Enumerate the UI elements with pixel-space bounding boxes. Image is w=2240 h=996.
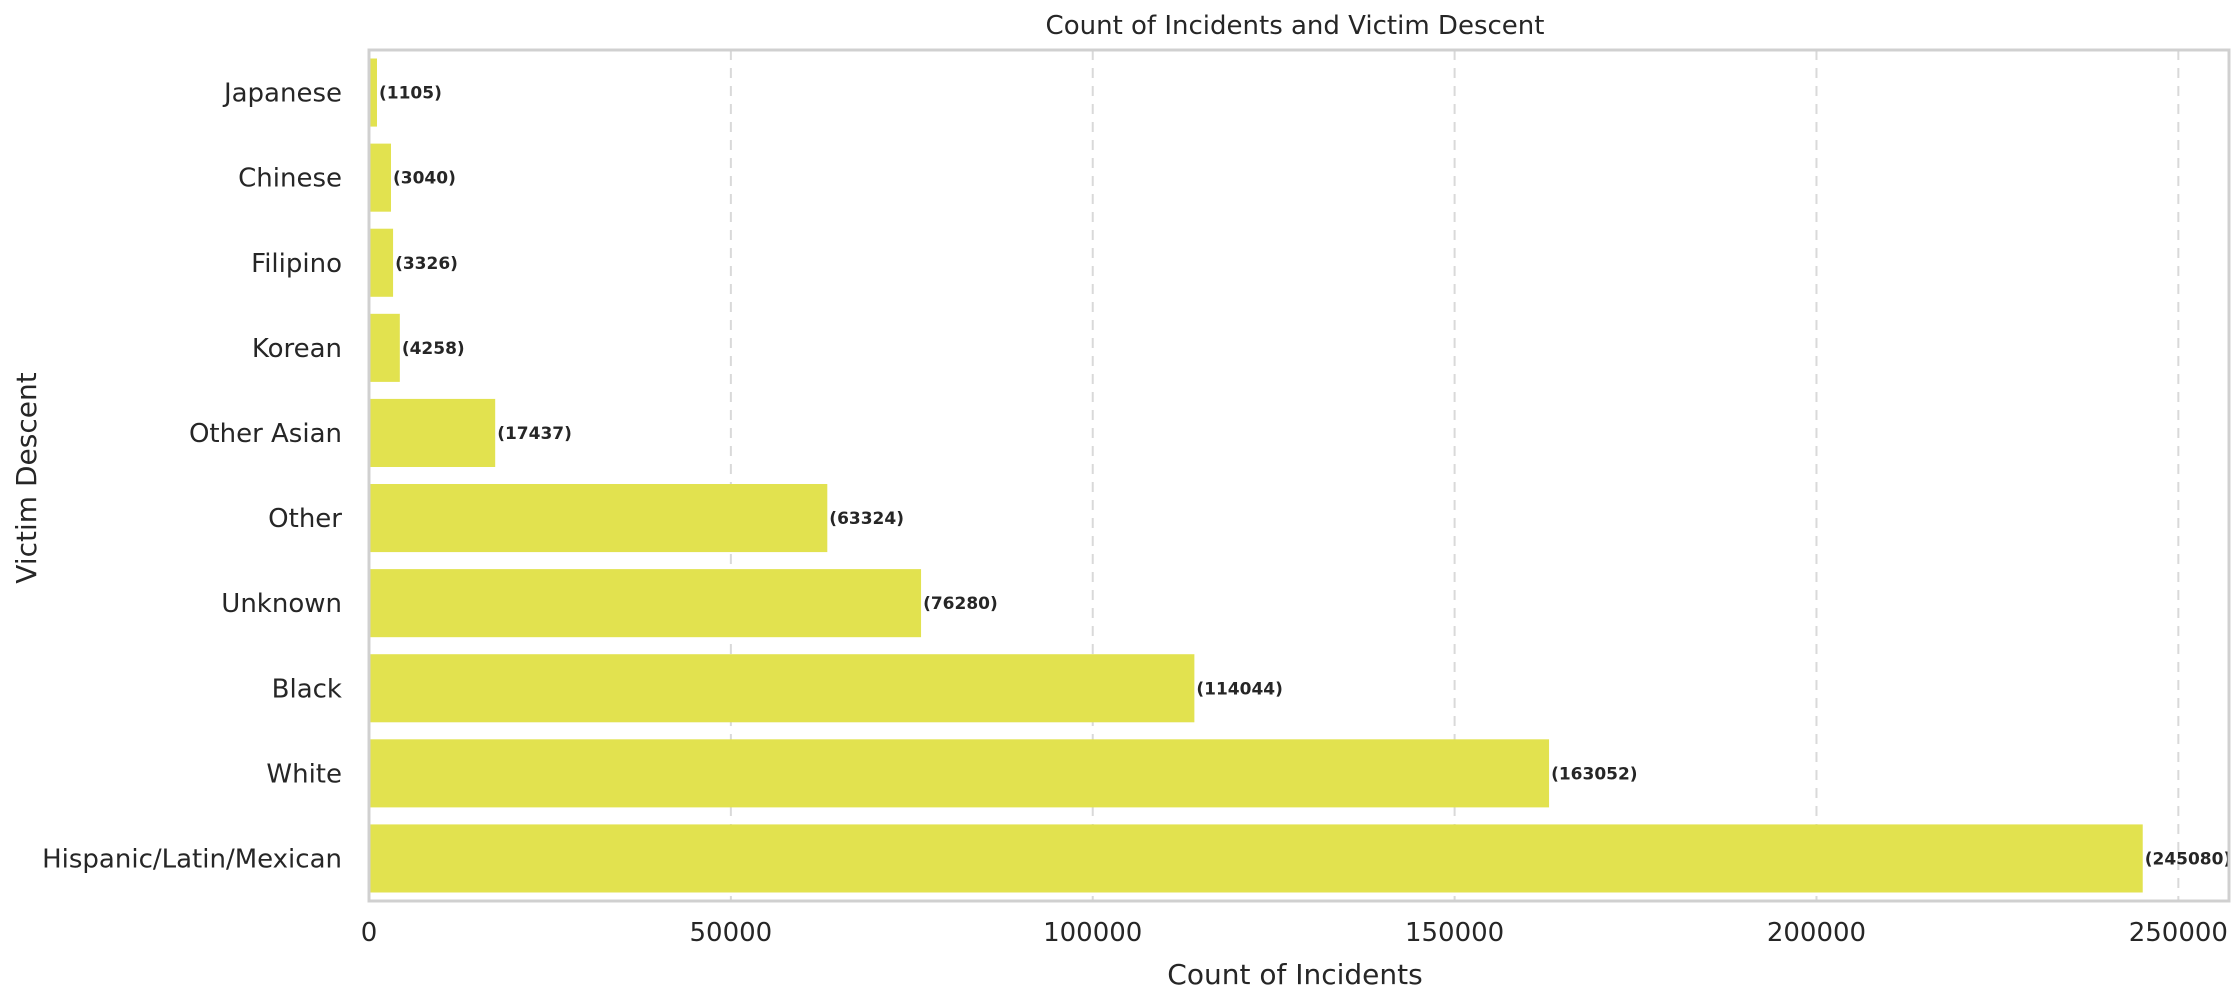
bar — [369, 228, 394, 297]
data-labels: (1105) (3040) (3326) (4258) (17437) (63324) (7… — [379, 84, 2231, 870]
bar-value-label: (4258) — [402, 339, 465, 359]
bar-value-label: (245080) — [2145, 849, 2232, 869]
bar — [369, 143, 392, 212]
y-axis-label: Victim Descent — [10, 372, 43, 583]
y-tick-label: Korean — [252, 334, 342, 364]
bar — [369, 58, 377, 127]
x-tick-label: 100000 — [1043, 918, 1142, 948]
bar-value-label: (63324) — [829, 509, 904, 529]
y-tick-label: Black — [272, 674, 342, 704]
x-axis-label: Count of Incidents — [1167, 958, 1422, 991]
bar-value-label: (17437) — [497, 424, 572, 444]
bar-value-label: (163052) — [1551, 764, 1638, 784]
x-tick-label: 250000 — [2129, 918, 2228, 948]
x-tick-label: 200000 — [1767, 918, 1866, 948]
x-tick-label: 50000 — [690, 918, 773, 948]
y-tick-label: Other Asian — [189, 419, 342, 449]
x-tick-labels: 0 50000 100000 150000 200000 250000 — [361, 918, 2228, 948]
y-tick-label: Filipino — [251, 249, 342, 279]
bar — [369, 824, 2143, 893]
bar — [369, 313, 400, 382]
bar-value-label: (114044) — [1196, 679, 1283, 699]
bar-value-label: (1105) — [379, 84, 442, 104]
bar — [369, 398, 496, 467]
bar — [369, 654, 1195, 723]
bar-value-label: (76280) — [923, 594, 998, 614]
plot-frame — [367, 48, 2231, 903]
chart-title: Count of Incidents and Victim Descent — [1046, 11, 1545, 41]
bar — [369, 569, 922, 638]
bar — [369, 484, 828, 553]
y-tick-labels: Japanese Chinese Filipino Korean Other Asian… — [42, 79, 342, 875]
y-tick-label: White — [266, 759, 342, 789]
x-tick-label: 0 — [361, 918, 378, 948]
y-tick-label: Hispanic/Latin/Mexican — [42, 844, 342, 874]
bars — [369, 58, 2143, 893]
bar — [369, 739, 1550, 808]
bar-value-label: (3326) — [395, 254, 458, 274]
y-tick-label: Other — [268, 504, 342, 534]
y-tick-label: Japanese — [222, 79, 342, 109]
bar-value-label: (3040) — [393, 169, 456, 189]
x-tick-label: 150000 — [1405, 918, 1504, 948]
y-tick-label: Chinese — [238, 164, 342, 194]
y-tick-label: Unknown — [221, 589, 342, 619]
